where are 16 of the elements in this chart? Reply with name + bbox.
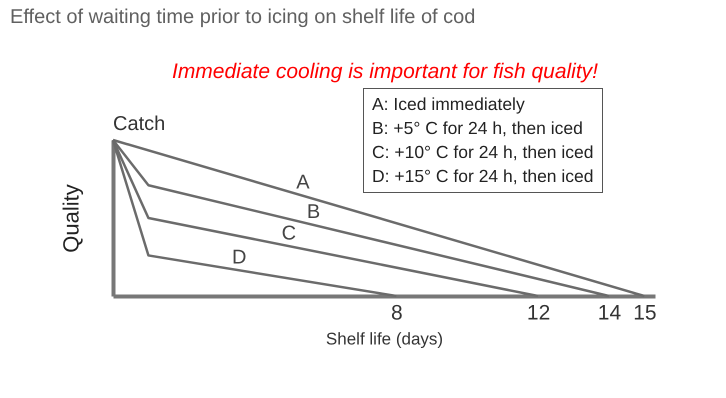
- annotation: D: +15° C for 24 h, then iced: [372, 165, 594, 188]
- note-box: A: Iced immediately B: +5° C for 24 h, then iced C: +10° C for 24 h, then iced D: +15° C for 24 h, then iced: [363, 88, 603, 193]
- annotation: Catch: [113, 113, 166, 135]
- x-axis-title: Shelf life (days): [326, 330, 444, 348]
- x-tick-label: 12: [526, 302, 550, 324]
- chart-subtitle: Immediate cooling is important for fish quality!: [170, 60, 600, 84]
- series-label: C: [282, 222, 296, 244]
- series-label: D: [232, 246, 246, 269]
- series-label: B: [306, 201, 320, 224]
- y-axis-title: Quality: [58, 184, 84, 253]
- x-tick-label: 14: [598, 302, 622, 324]
- x-tick-label: 15: [633, 302, 657, 324]
- x-tick-label: 8: [391, 302, 403, 324]
- chart-title: Effect of waiting time prior to icing on shelf life of cod: [10, 6, 476, 29]
- annotation: C: +10° C for 24 h, then iced: [372, 141, 594, 164]
- series-label: A: [296, 172, 310, 194]
